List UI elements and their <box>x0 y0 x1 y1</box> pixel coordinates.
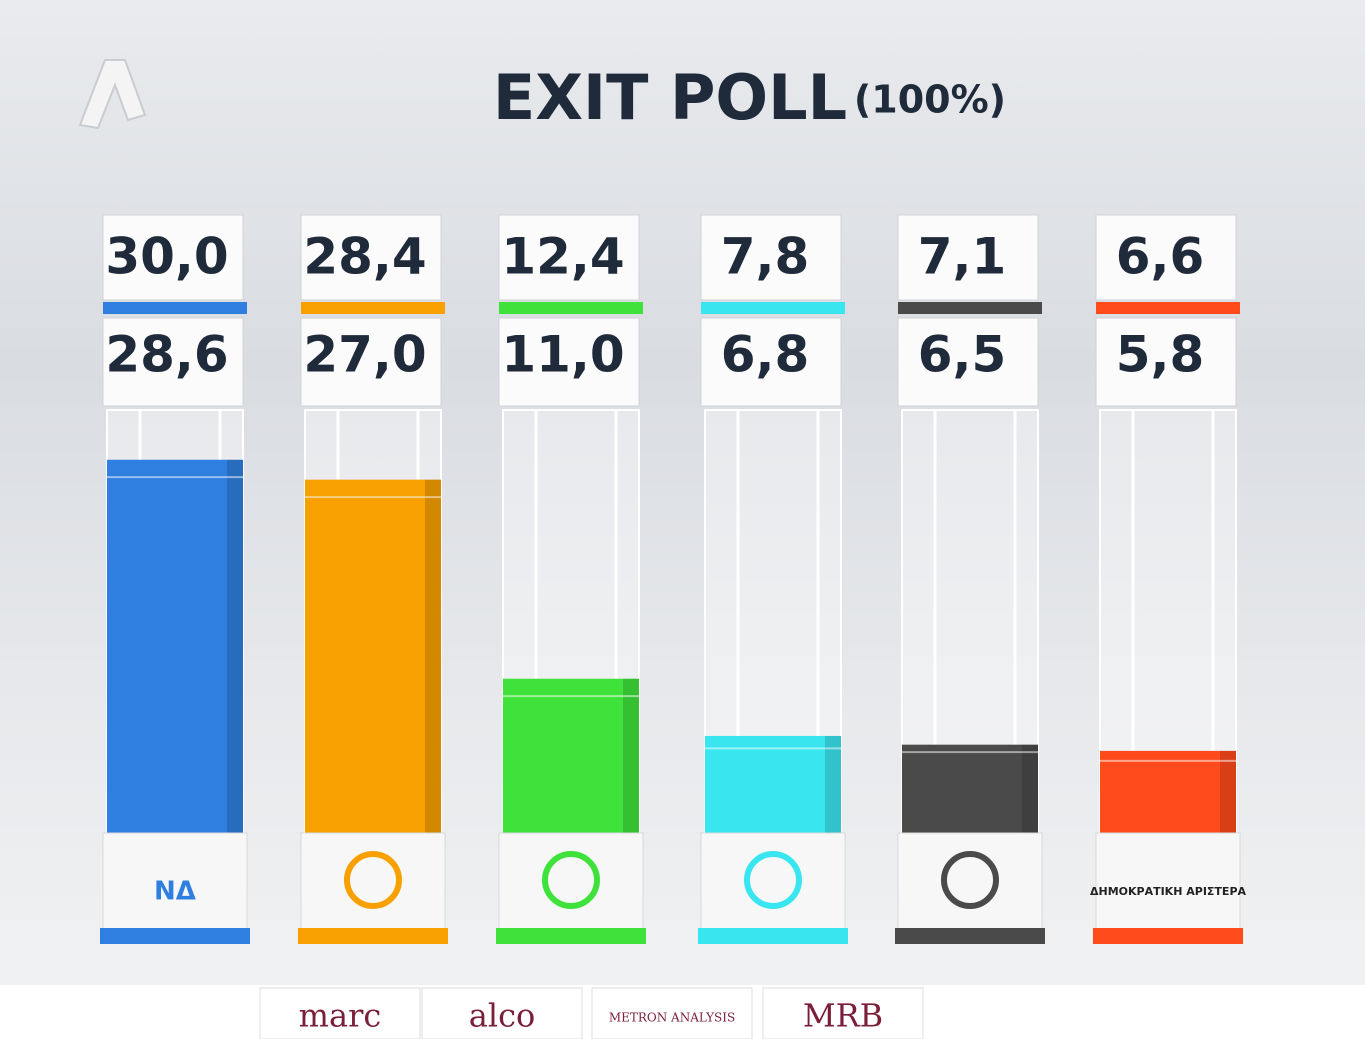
upper-value-label: 30,0 <box>105 228 228 286</box>
lower-value-label: 6,5 <box>918 326 1007 384</box>
logo-box <box>1095 832 1241 931</box>
base <box>298 928 448 944</box>
value-stripe <box>701 302 845 314</box>
value-box <box>700 317 842 407</box>
value-stripe <box>103 302 247 314</box>
value-stripe <box>1096 302 1240 314</box>
bar <box>705 735 841 833</box>
logo-box <box>700 832 846 931</box>
upper-value-label: 6,6 <box>1116 228 1205 286</box>
value-box <box>1095 317 1237 407</box>
lower-value-label: 27,0 <box>303 326 426 384</box>
value-box <box>897 214 1039 301</box>
channel-logo <box>78 59 147 130</box>
value-box <box>102 214 244 301</box>
value-box <box>300 214 442 301</box>
base <box>698 928 848 944</box>
logo-box <box>300 832 446 931</box>
lower-value-label: 5,8 <box>1116 326 1205 384</box>
chart-title: EXIT POLL <box>493 61 847 134</box>
party-label: ΝΔ <box>154 877 196 907</box>
value-box <box>102 317 244 407</box>
value-box <box>498 214 640 301</box>
logo-box <box>897 832 1043 931</box>
logo-box <box>498 832 644 931</box>
pollster-name: alco <box>469 997 536 1035</box>
value-box <box>498 317 640 407</box>
base <box>895 928 1045 944</box>
base <box>496 928 646 944</box>
pollster-box <box>259 987 421 1039</box>
pollster-name: METRON ANALYSIS <box>609 1011 735 1025</box>
party-logo <box>941 851 999 909</box>
value-stripe <box>898 302 1042 314</box>
bar <box>305 479 441 833</box>
lower-value-label: 11,0 <box>501 326 624 384</box>
bar-shade <box>825 735 841 833</box>
bar-shade <box>227 459 243 833</box>
pollster-box <box>762 987 924 1039</box>
bar-shade <box>1220 750 1236 833</box>
party-logo <box>542 851 600 909</box>
logo-box <box>102 832 248 931</box>
bar <box>107 459 243 833</box>
bar-shade <box>425 479 441 833</box>
bar-shade <box>1022 744 1038 833</box>
party-logo <box>344 851 402 909</box>
upper-value-label: 28,4 <box>303 228 426 286</box>
lower-value-label: 6,8 <box>721 326 810 384</box>
value-box <box>1095 214 1237 301</box>
base <box>1093 928 1243 944</box>
value-box <box>300 317 442 407</box>
value-box <box>897 317 1039 407</box>
value-box <box>700 214 842 301</box>
chart-subtitle: (100%) <box>854 78 1006 122</box>
upper-value-label: 7,1 <box>918 228 1007 286</box>
party-label: ΔΗΜΟΚΡΑΤΙΚΗ ΑΡΙΣΤΕΡΑ <box>1090 885 1247 898</box>
bar <box>1100 750 1236 833</box>
pollster-name: MRB <box>803 997 883 1035</box>
bar <box>902 744 1038 833</box>
value-stripe <box>499 302 643 314</box>
value-stripe <box>301 302 445 314</box>
lower-value-label: 28,6 <box>105 326 228 384</box>
pollster-box <box>591 987 753 1039</box>
pollster-name: marc <box>299 997 382 1035</box>
bar-shade <box>623 678 639 833</box>
upper-value-label: 7,8 <box>721 228 810 286</box>
party-logo <box>744 851 802 909</box>
base <box>100 928 250 944</box>
pollster-box <box>421 987 583 1039</box>
bar <box>503 678 639 833</box>
upper-value-label: 12,4 <box>501 228 624 286</box>
